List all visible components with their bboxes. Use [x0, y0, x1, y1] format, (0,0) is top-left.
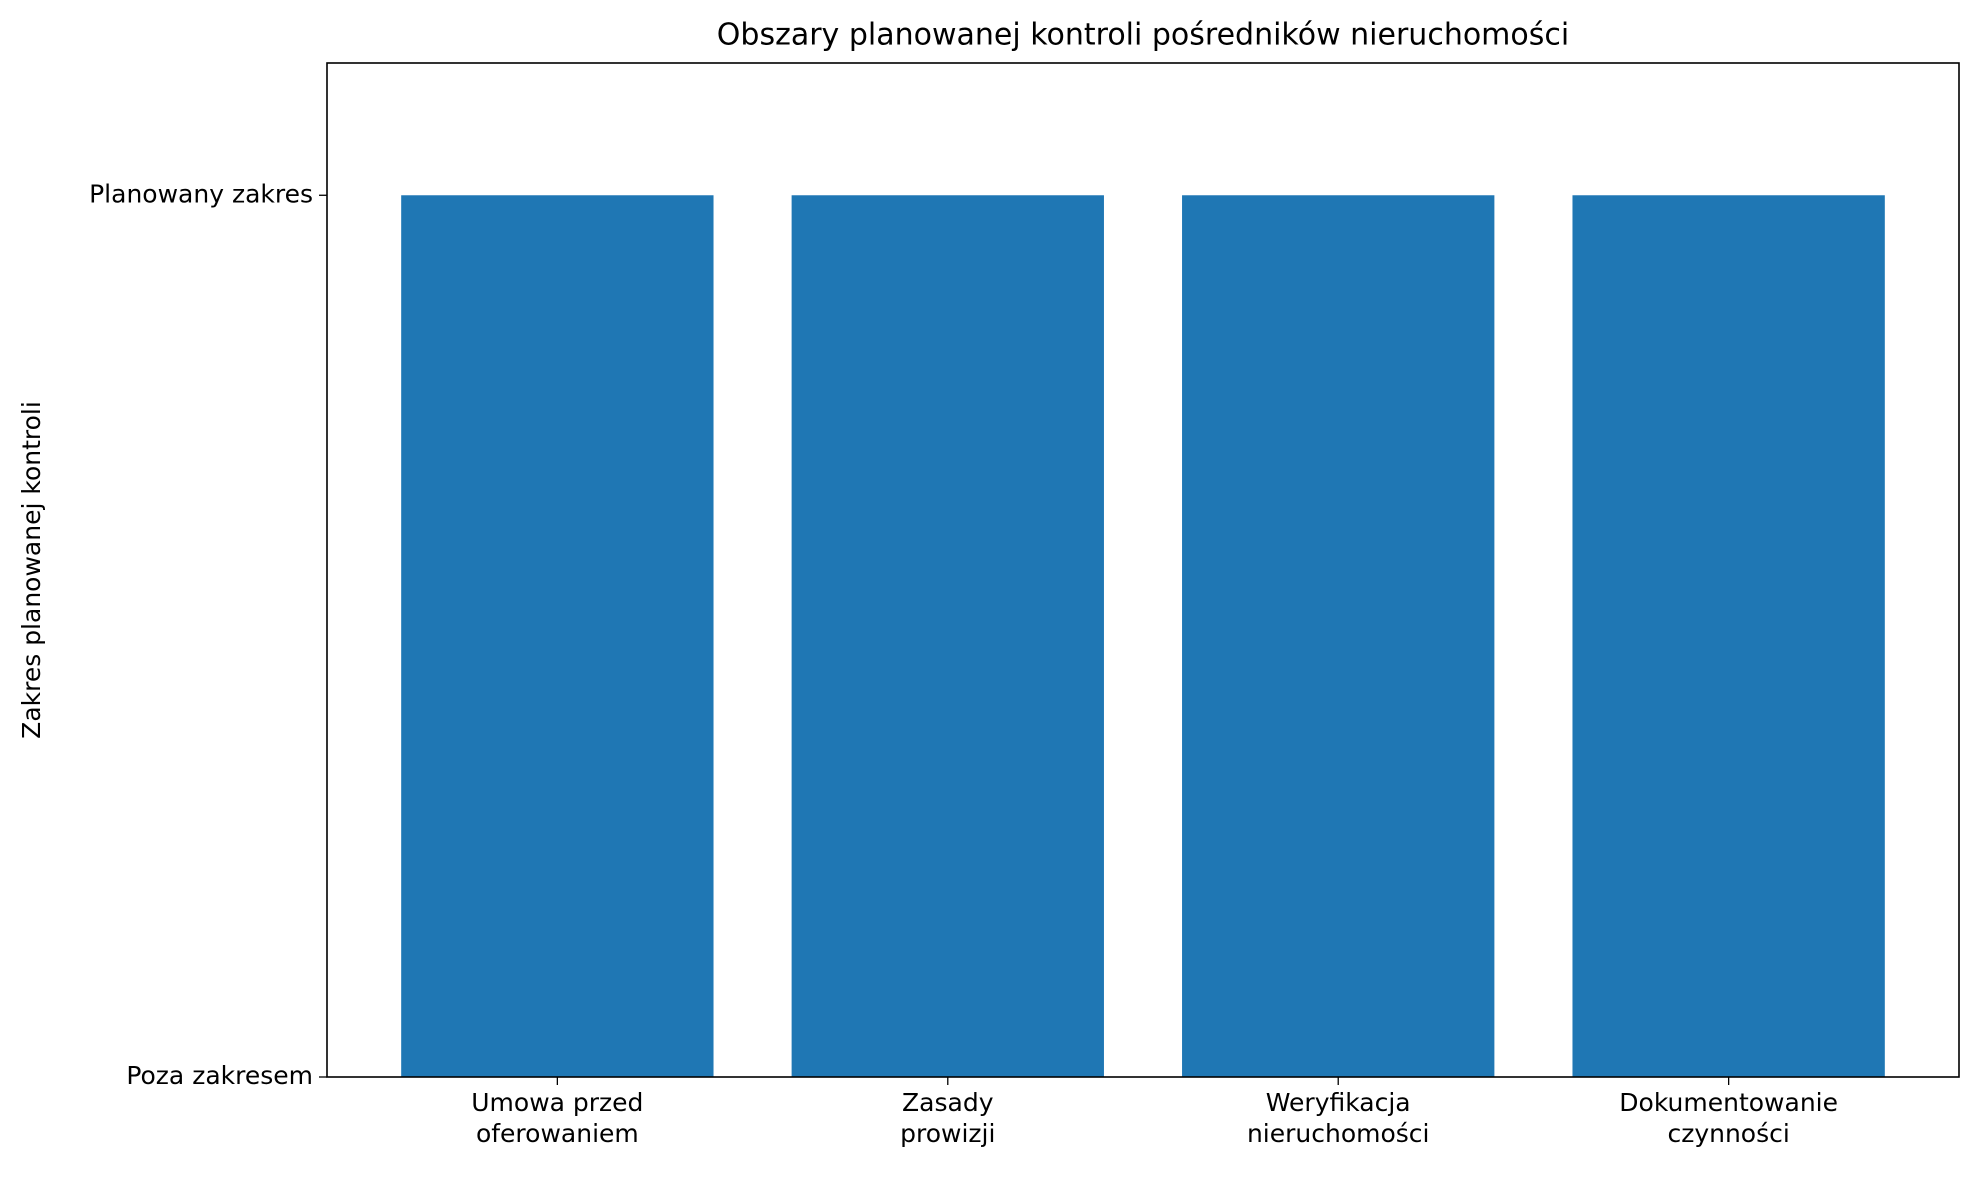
- bar: [401, 195, 714, 1077]
- chart-title: Obszary planowanej kontroli pośredników …: [717, 18, 1569, 53]
- x-tick-label: Umowa przed oferowaniem: [471, 1088, 643, 1148]
- y-axis-label: Zakres planowanej kontroli: [17, 401, 46, 739]
- x-tick-label: Zasady prowizji: [900, 1088, 995, 1148]
- x-tick-label: Dokumentowanie czynności: [1619, 1088, 1838, 1148]
- y-tick-label: Poza zakresem: [126, 1061, 313, 1090]
- y-tick-label: Planowany zakres: [89, 179, 313, 208]
- x-tick-label: Weryfikacja nieruchomości: [1247, 1088, 1430, 1148]
- bar: [791, 195, 1104, 1077]
- bar: [1182, 195, 1495, 1077]
- plot-frame: [326, 62, 1960, 1078]
- bar: [1572, 195, 1885, 1077]
